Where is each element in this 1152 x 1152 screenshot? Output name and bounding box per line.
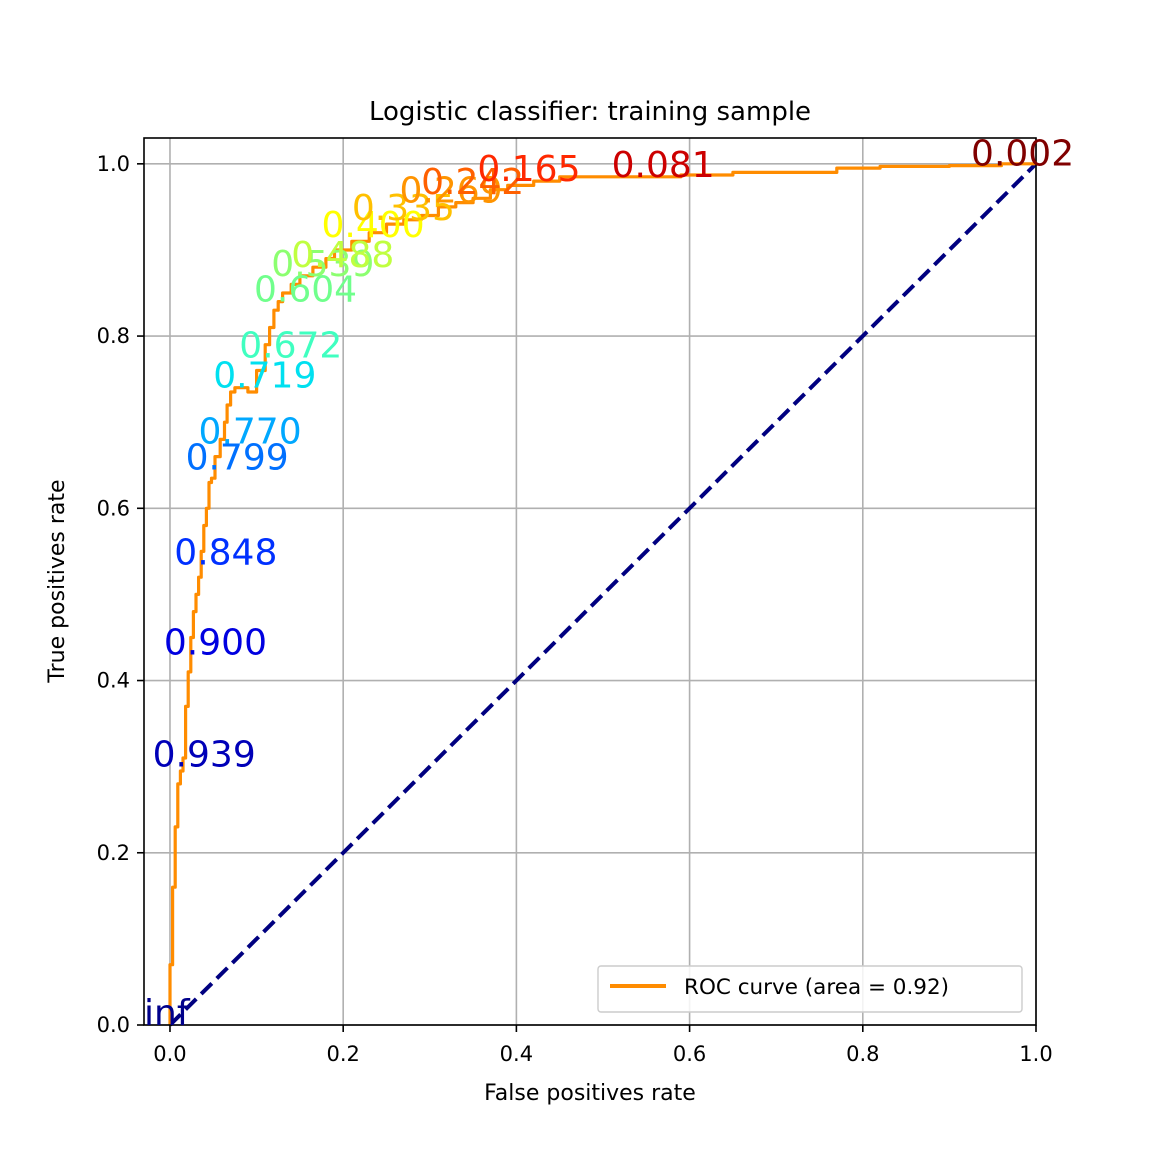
y-tick-label: 1.0 — [97, 152, 130, 176]
y-tick-label: 0.4 — [97, 669, 130, 693]
axis-ticks: 0.0 0.2 0.4 0.6 0.8 1.0 0.0 0.2 0.4 0.6 0.8 1.0 — [97, 152, 1053, 1066]
grid-lines — [144, 138, 1037, 1026]
chart-title: Logistic classifier: training sample — [369, 97, 811, 127]
threshold-label: 0.269 — [399, 171, 502, 212]
threshold-label: 0.400 — [322, 205, 425, 246]
legend-box — [597, 965, 1023, 1013]
threshold-label: 0.335 — [352, 188, 455, 229]
threshold-label: 0.488 — [291, 235, 394, 276]
y-tick-label: 0.0 — [97, 1013, 130, 1037]
x-axis-label: False positives rate — [484, 1081, 696, 1106]
roc-curve-line — [168, 162, 1036, 1025]
chart-marks — [168, 162, 1038, 1027]
y-tick-label: 0.6 — [97, 496, 130, 520]
threshold-label: 0.081 — [612, 145, 715, 186]
threshold-label: 0.539 — [271, 244, 374, 285]
threshold-label: 0.848 — [174, 532, 277, 573]
axes-frame — [143, 137, 1037, 1026]
threshold-label: 0.770 — [199, 412, 302, 453]
threshold-label: 0.799 — [186, 438, 289, 479]
x-tick-label: 0.4 — [500, 1042, 533, 1066]
threshold-label: 0.165 — [477, 149, 580, 190]
threshold-label: inf — [144, 993, 191, 1034]
x-tick-label: 1.0 — [1019, 1042, 1052, 1066]
y-tick-label: 0.8 — [97, 324, 130, 348]
legend-roc-label: ROC curve (area = 0.92) — [684, 975, 949, 1000]
threshold-label: 0.242 — [421, 162, 524, 203]
x-tick-label: 0.2 — [326, 1042, 359, 1066]
x-tick-label: 0.8 — [846, 1042, 879, 1066]
y-tick-label: 0.2 — [97, 841, 130, 865]
x-tick-label: 0.0 — [153, 1042, 186, 1066]
threshold-label: 0.604 — [254, 270, 357, 311]
threshold-label: 0.900 — [164, 623, 267, 664]
x-tick-label: 0.6 — [673, 1042, 706, 1066]
y-axis-label: True positives rate — [45, 479, 70, 683]
threshold-label: 0.719 — [213, 356, 316, 397]
chance-diagonal-line — [168, 162, 1038, 1027]
threshold-label: 0.002 — [971, 134, 1074, 175]
threshold-label: 0.939 — [153, 735, 256, 776]
threshold-label: 0.672 — [239, 326, 342, 367]
legend: ROC curve (area = 0.92) — [597, 965, 1023, 1013]
